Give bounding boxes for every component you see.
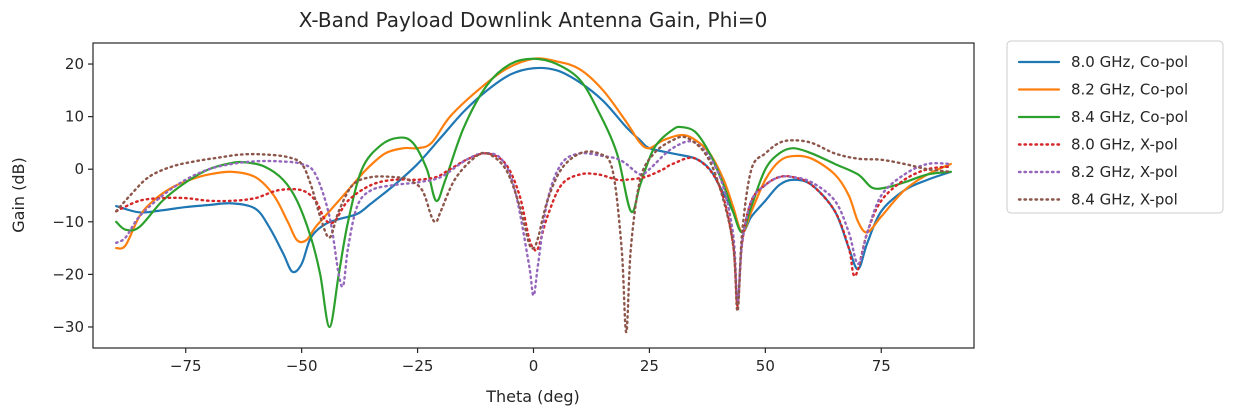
x-axis: −75 −50 −25 0 25 50 75 (170, 348, 891, 375)
plot-area (114, 57, 953, 334)
legend: 8.0 GHz, Co-pol 8.2 GHz, Co-pol 8.4 GHz, C… (1006, 40, 1224, 214)
y-tick-label: 0 (74, 160, 84, 178)
y-tick-label: 20 (65, 55, 84, 73)
legend-label-6: 8.4 GHz, X-pol (1071, 191, 1178, 209)
y-tick-label: −30 (52, 318, 84, 336)
legend-label-2: 8.2 GHz, Co-pol (1071, 81, 1188, 99)
y-tick-label: −20 (52, 265, 84, 283)
series-line-3 (115, 57, 952, 329)
chart-title: X-Band Payload Downlink Antenna Gain, Ph… (299, 8, 768, 32)
legend-label-5: 8.2 GHz, X-pol (1071, 163, 1178, 181)
y-tick-label: −10 (52, 213, 84, 231)
x-axis-label: Theta (deg) (485, 387, 580, 406)
y-axis: −30 −20 −10 0 10 20 (52, 55, 93, 336)
x-tick-label: −75 (170, 357, 202, 375)
legend-frame (1006, 40, 1224, 214)
legend-label-3: 8.4 GHz, Co-pol (1071, 108, 1188, 126)
series-line-4 (114, 152, 953, 308)
y-axis-label: Gain (dB) (9, 157, 28, 233)
axes-frame (92, 42, 975, 349)
x-tick-label: 50 (756, 357, 775, 375)
series-line-6 (114, 135, 953, 334)
series-line-5 (114, 140, 953, 302)
series-line-1 (115, 66, 952, 274)
legend-label-1: 8.0 GHz, Co-pol (1071, 53, 1188, 71)
series-line-2 (115, 57, 952, 250)
x-tick-label: −50 (286, 357, 318, 375)
legend-label-4: 8.0 GHz, X-pol (1071, 136, 1178, 154)
x-tick-label: 25 (640, 357, 659, 375)
x-tick-label: 75 (872, 357, 891, 375)
x-tick-label: 0 (529, 357, 539, 375)
y-tick-label: 10 (65, 108, 84, 126)
x-tick-label: −25 (402, 357, 434, 375)
